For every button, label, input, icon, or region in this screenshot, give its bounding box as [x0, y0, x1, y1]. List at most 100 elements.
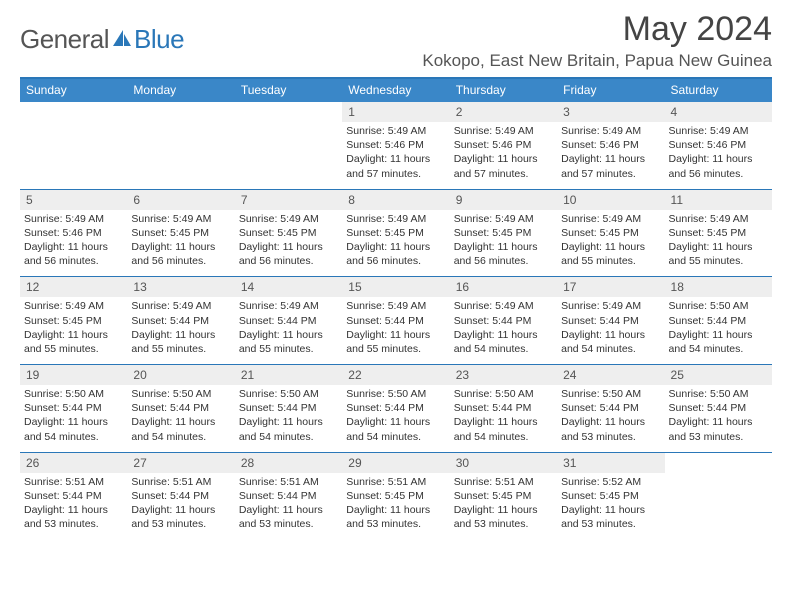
day-detail-line: Sunset: 5:44 PM	[24, 489, 123, 503]
day-detail-line: Sunrise: 5:49 AM	[346, 212, 445, 226]
day-detail: Sunrise: 5:51 AMSunset: 5:44 PMDaylight:…	[20, 475, 127, 532]
day-cell: 20Sunrise: 5:50 AMSunset: 5:44 PMDayligh…	[127, 365, 234, 452]
day-detail-line: and 54 minutes.	[24, 430, 123, 444]
day-detail-line: and 54 minutes.	[454, 342, 553, 356]
day-number: 28	[235, 453, 342, 473]
day-cell: 19Sunrise: 5:50 AMSunset: 5:44 PMDayligh…	[20, 365, 127, 452]
day-detail-line: Daylight: 11 hours	[24, 328, 123, 342]
day-detail: Sunrise: 5:50 AMSunset: 5:44 PMDaylight:…	[235, 387, 342, 444]
day-detail-line: Sunset: 5:45 PM	[669, 226, 768, 240]
day-cell: 15Sunrise: 5:49 AMSunset: 5:44 PMDayligh…	[342, 277, 449, 364]
day-detail-line: Sunrise: 5:49 AM	[454, 124, 553, 138]
day-number: 19	[20, 365, 127, 385]
day-detail: Sunrise: 5:49 AMSunset: 5:45 PMDaylight:…	[235, 212, 342, 269]
day-detail-line: and 53 minutes.	[561, 517, 660, 531]
weekday-header: Tuesday	[235, 79, 342, 102]
day-detail: Sunrise: 5:49 AMSunset: 5:46 PMDaylight:…	[342, 124, 449, 181]
day-detail-line: Sunrise: 5:50 AM	[24, 387, 123, 401]
day-detail-line: Daylight: 11 hours	[24, 503, 123, 517]
day-detail-line: Daylight: 11 hours	[669, 240, 768, 254]
day-detail: Sunrise: 5:49 AMSunset: 5:45 PMDaylight:…	[342, 212, 449, 269]
day-detail-line: Sunrise: 5:51 AM	[454, 475, 553, 489]
day-number: 24	[557, 365, 664, 385]
day-detail-line: Sunset: 5:45 PM	[561, 489, 660, 503]
day-number: 2	[450, 102, 557, 122]
month-title: May 2024	[422, 10, 772, 49]
day-detail-line: Sunrise: 5:49 AM	[346, 299, 445, 313]
day-detail-line: Daylight: 11 hours	[131, 240, 230, 254]
day-cell: .	[665, 453, 772, 540]
day-detail-line: Sunrise: 5:51 AM	[131, 475, 230, 489]
day-detail-line: Daylight: 11 hours	[669, 415, 768, 429]
day-detail-line: Sunrise: 5:50 AM	[239, 387, 338, 401]
day-detail: Sunrise: 5:50 AMSunset: 5:44 PMDaylight:…	[665, 387, 772, 444]
day-detail-line: Daylight: 11 hours	[131, 415, 230, 429]
day-detail-line: Daylight: 11 hours	[239, 240, 338, 254]
title-block: May 2024 Kokopo, East New Britain, Papua…	[422, 10, 772, 71]
day-detail: Sunrise: 5:49 AMSunset: 5:44 PMDaylight:…	[342, 299, 449, 356]
day-cell: 21Sunrise: 5:50 AMSunset: 5:44 PMDayligh…	[235, 365, 342, 452]
day-detail-line: and 55 minutes.	[24, 342, 123, 356]
day-number: 16	[450, 277, 557, 297]
day-cell: .	[127, 102, 234, 189]
day-detail-line: Sunset: 5:45 PM	[346, 489, 445, 503]
day-detail-line: Sunrise: 5:50 AM	[669, 299, 768, 313]
weeks-container: ...1Sunrise: 5:49 AMSunset: 5:46 PMDayli…	[20, 102, 772, 539]
day-number: 23	[450, 365, 557, 385]
day-detail: Sunrise: 5:49 AMSunset: 5:44 PMDaylight:…	[127, 299, 234, 356]
day-cell: 6Sunrise: 5:49 AMSunset: 5:45 PMDaylight…	[127, 190, 234, 277]
day-detail-line: and 53 minutes.	[24, 517, 123, 531]
week-row: 12Sunrise: 5:49 AMSunset: 5:45 PMDayligh…	[20, 276, 772, 364]
day-detail: Sunrise: 5:49 AMSunset: 5:45 PMDaylight:…	[450, 212, 557, 269]
day-number: 20	[127, 365, 234, 385]
day-detail-line: Daylight: 11 hours	[131, 328, 230, 342]
day-detail-line: Sunrise: 5:49 AM	[131, 212, 230, 226]
week-row: 26Sunrise: 5:51 AMSunset: 5:44 PMDayligh…	[20, 452, 772, 540]
day-detail-line: Sunrise: 5:49 AM	[24, 212, 123, 226]
brand-logo: General Blue	[20, 10, 184, 55]
day-detail-line: Sunrise: 5:49 AM	[346, 124, 445, 138]
day-cell: 28Sunrise: 5:51 AMSunset: 5:44 PMDayligh…	[235, 453, 342, 540]
day-cell: 11Sunrise: 5:49 AMSunset: 5:45 PMDayligh…	[665, 190, 772, 277]
day-detail: Sunrise: 5:49 AMSunset: 5:45 PMDaylight:…	[127, 212, 234, 269]
day-detail-line: Sunrise: 5:49 AM	[561, 124, 660, 138]
week-row: 5Sunrise: 5:49 AMSunset: 5:46 PMDaylight…	[20, 189, 772, 277]
day-detail-line: Sunrise: 5:50 AM	[669, 387, 768, 401]
day-detail-line: Sunset: 5:46 PM	[561, 138, 660, 152]
page-header: General Blue May 2024 Kokopo, East New B…	[20, 10, 772, 71]
day-detail-line: Sunrise: 5:49 AM	[561, 212, 660, 226]
day-detail-line: Sunset: 5:44 PM	[131, 314, 230, 328]
day-detail-line: Sunset: 5:44 PM	[669, 401, 768, 415]
day-detail-line: and 55 minutes.	[239, 342, 338, 356]
weekday-header: Thursday	[450, 79, 557, 102]
day-detail-line: and 54 minutes.	[669, 342, 768, 356]
day-detail-line: Sunrise: 5:50 AM	[561, 387, 660, 401]
day-detail-line: and 54 minutes.	[561, 342, 660, 356]
day-detail-line: Sunrise: 5:51 AM	[24, 475, 123, 489]
day-detail-line: Daylight: 11 hours	[454, 152, 553, 166]
day-detail-line: Sunset: 5:44 PM	[346, 314, 445, 328]
day-cell: 1Sunrise: 5:49 AMSunset: 5:46 PMDaylight…	[342, 102, 449, 189]
day-detail: Sunrise: 5:50 AMSunset: 5:44 PMDaylight:…	[665, 299, 772, 356]
day-detail-line: Daylight: 11 hours	[454, 503, 553, 517]
day-detail-line: and 54 minutes.	[239, 430, 338, 444]
day-detail-line: Sunset: 5:44 PM	[561, 314, 660, 328]
weekday-header-row: Sunday Monday Tuesday Wednesday Thursday…	[20, 79, 772, 102]
day-detail-line: Daylight: 11 hours	[239, 503, 338, 517]
day-detail: Sunrise: 5:50 AMSunset: 5:44 PMDaylight:…	[127, 387, 234, 444]
day-detail-line: Sunset: 5:44 PM	[239, 401, 338, 415]
day-detail-line: and 53 minutes.	[454, 517, 553, 531]
day-cell: 27Sunrise: 5:51 AMSunset: 5:44 PMDayligh…	[127, 453, 234, 540]
day-detail-line: Sunrise: 5:49 AM	[24, 299, 123, 313]
day-detail-line: Sunset: 5:45 PM	[454, 489, 553, 503]
day-detail-line: Daylight: 11 hours	[239, 328, 338, 342]
day-number: 14	[235, 277, 342, 297]
day-number: 8	[342, 190, 449, 210]
day-detail-line: Sunrise: 5:49 AM	[454, 212, 553, 226]
day-number: 5	[20, 190, 127, 210]
day-number: 7	[235, 190, 342, 210]
day-detail-line: Sunset: 5:44 PM	[454, 401, 553, 415]
day-cell: 14Sunrise: 5:49 AMSunset: 5:44 PMDayligh…	[235, 277, 342, 364]
day-detail-line: Sunrise: 5:50 AM	[454, 387, 553, 401]
day-detail: Sunrise: 5:50 AMSunset: 5:44 PMDaylight:…	[450, 387, 557, 444]
